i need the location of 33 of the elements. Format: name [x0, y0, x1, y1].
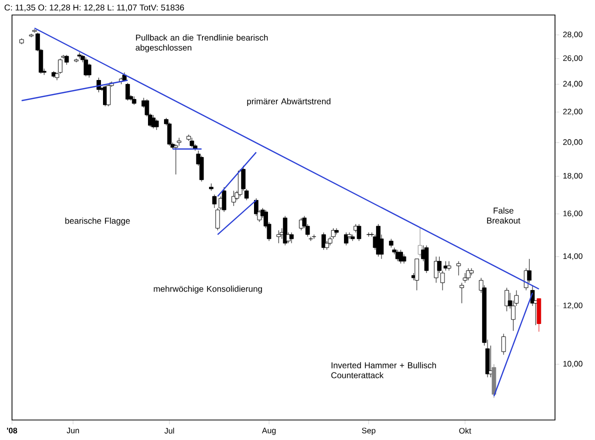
- candlestick: [456, 260, 461, 276]
- candlestick: [125, 82, 130, 101]
- annotation: bearische Flagge: [65, 218, 130, 226]
- candlestick: [460, 282, 464, 304]
- candlestick: [402, 254, 406, 264]
- candlestick: [289, 232, 294, 244]
- annotation: primärer Abwärtstrend: [247, 98, 330, 106]
- annotation: Pullback an die Trendlinie bearisch abgeschlossen: [136, 34, 268, 52]
- candlestick: [212, 194, 217, 208]
- candlestick: [334, 228, 339, 235]
- candlestick: [501, 333, 506, 356]
- annotation: Inverted Hammer + Bullisch Counterattack: [331, 362, 436, 378]
- candlestick: [84, 57, 88, 77]
- chart-title: C: 11,35 O: 12,28 H: 12,28 L: 11,07 TotV: 51836: [4, 4, 184, 12]
- candlestick: [77, 52, 82, 59]
- candlestick: [276, 230, 281, 244]
- candlestick: [424, 245, 429, 274]
- candlestick: [232, 190, 236, 206]
- candlestick: [504, 288, 509, 312]
- candlestick: [190, 138, 194, 148]
- annotation: mehrwöchige Konsolidierung: [154, 286, 262, 294]
- candlestick: [154, 119, 159, 130]
- candlestick: [446, 260, 452, 271]
- candlestick: [344, 232, 348, 246]
- candlestick: [469, 268, 474, 276]
- candlestick: [167, 122, 172, 146]
- annotation: False Breakout: [487, 207, 520, 224]
- candlestick: [321, 232, 326, 250]
- candlestick: [414, 258, 420, 291]
- candlestick: [398, 250, 403, 264]
- candlestick: [222, 186, 226, 212]
- candlestick: [106, 84, 111, 107]
- candlestick: [86, 63, 92, 78]
